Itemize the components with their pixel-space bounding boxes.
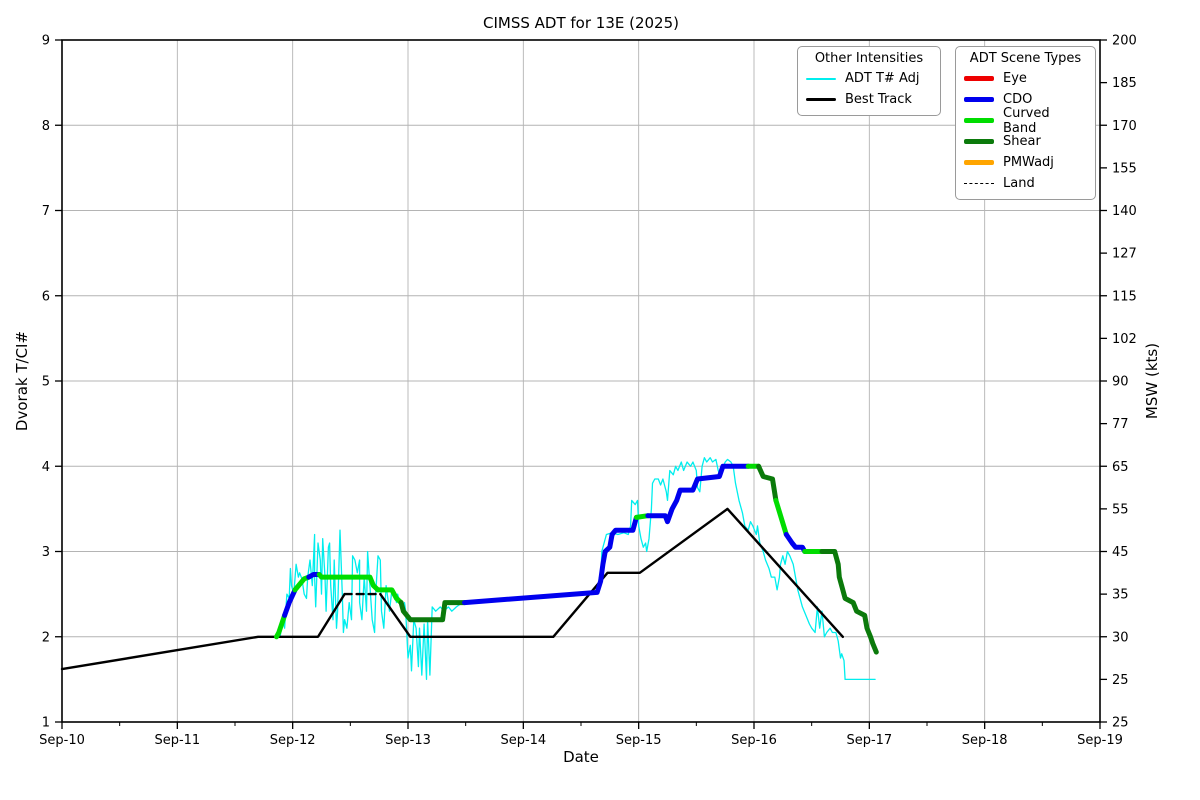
legend-item-cdo: CDO — [964, 89, 1087, 110]
x-tick-label: Sep-18 — [962, 733, 1008, 748]
legend-item-shear: Shear — [964, 131, 1087, 152]
series-adt-adj — [279, 457, 876, 681]
legend-line-swatch-icon — [964, 183, 994, 184]
series-ci-shear — [398, 600, 467, 623]
x-tick-label: Sep-11 — [154, 733, 200, 748]
y-tick-label-right: 55 — [1112, 502, 1129, 517]
legend-item-eye: Eye — [964, 68, 1087, 89]
y-tick-label-right: 127 — [1112, 247, 1137, 262]
legend-item-pmwadj: PMWadj — [964, 152, 1087, 173]
legend-item-label: Shear — [1003, 134, 1041, 149]
legend-line-swatch-icon — [806, 77, 836, 80]
y-tick-label-left: 7 — [42, 204, 50, 219]
legend-line-swatch-icon — [964, 118, 994, 123]
x-axis-label: Date — [563, 748, 599, 766]
series-ci-shear — [756, 463, 779, 503]
series-ci-curved_band — [773, 497, 789, 537]
x-tick-label: Sep-14 — [500, 733, 546, 748]
y-tick-label-right: 155 — [1112, 161, 1137, 176]
legend-line-swatch-icon — [964, 139, 994, 144]
legend-scene-types: ADT Scene Types Eye CDO Curved Band Shear PM… — [955, 46, 1096, 200]
legend-item-best-track: Best Track — [806, 89, 932, 110]
legend-line-swatch-icon — [806, 98, 836, 101]
y-tick-label-right: 77 — [1112, 417, 1129, 432]
x-tick-label: Sep-16 — [731, 733, 777, 748]
series-ci-cdo — [462, 514, 639, 606]
y-tick-label-left: 3 — [42, 545, 50, 560]
y-tick-label-right: 25 — [1112, 673, 1129, 688]
x-tick-label: Sep-13 — [385, 733, 431, 748]
legend-item-label: Best Track — [845, 92, 912, 107]
y-tick-label-left: 1 — [42, 716, 50, 731]
legend-line-swatch-icon — [964, 160, 994, 165]
chart-title: CIMSS ADT for 13E (2025) — [483, 14, 679, 32]
y-tick-label-right: 102 — [1112, 332, 1137, 347]
legend-item-land: Land — [964, 173, 1087, 194]
series-best-track — [60, 592, 346, 671]
x-tick-label: Sep-15 — [616, 733, 662, 748]
y-tick-label-right: 90 — [1112, 375, 1129, 390]
legend-item-label: ADT T# Adj — [845, 71, 920, 86]
y-tick-label-left: 2 — [42, 630, 50, 645]
legend-other-intensities: Other Intensities ADT T# Adj Best Track — [797, 46, 941, 116]
series-ci-cdo — [282, 587, 298, 618]
y-tick-label-left: 8 — [42, 119, 50, 134]
y-tick-label-right: 35 — [1112, 588, 1129, 603]
legend-item-curved-band: Curved Band — [964, 106, 1087, 136]
legend-line-swatch-icon — [964, 76, 994, 81]
legend-scene-title: ADT Scene Types — [969, 51, 1082, 66]
series-ci-curved_band — [316, 572, 404, 606]
y-tick-label-left: 6 — [42, 289, 50, 304]
legend-item-label: Land — [1003, 176, 1035, 191]
y-axis-label-left: Dvorak T/CI# — [13, 330, 31, 432]
series-ci-cdo — [783, 532, 808, 554]
y-axis-label-right: MSW (kts) — [1143, 342, 1161, 420]
y-tick-label-right: 30 — [1112, 630, 1129, 645]
y-tick-label-left: 9 — [42, 34, 50, 49]
y-tick-label-left: 5 — [42, 375, 50, 390]
legend-item-adt-t-adj: ADT T# Adj — [806, 68, 932, 89]
legend-other-title: Other Intensities — [814, 51, 924, 66]
legend-item-label: CDO — [1003, 92, 1033, 107]
series-ci-curved_band — [274, 612, 288, 640]
legend-item-label: Curved Band — [1003, 105, 1050, 136]
series-ci-shear — [819, 549, 879, 655]
y-tick-label-right: 140 — [1112, 204, 1137, 219]
y-tick-label-right: 45 — [1112, 545, 1129, 560]
x-tick-label: Sep-17 — [846, 733, 892, 748]
x-tick-label: Sep-19 — [1077, 733, 1123, 748]
series-best-track — [379, 507, 844, 638]
y-tick-label-right: 200 — [1112, 34, 1137, 49]
legend-item-label: Eye — [1003, 71, 1027, 86]
legend-line-swatch-icon — [964, 97, 994, 102]
legend-item-label: PMWadj — [1003, 155, 1054, 170]
y-tick-label-right: 65 — [1112, 460, 1129, 475]
y-tick-label-right: 115 — [1112, 289, 1137, 304]
y-tick-label-right: 25 — [1112, 716, 1129, 731]
series-ci-cdo — [645, 463, 751, 525]
y-tick-label-right: 170 — [1112, 119, 1137, 134]
x-tick-label: Sep-12 — [270, 733, 316, 748]
y-tick-label-right: 185 — [1112, 76, 1137, 91]
y-tick-label-left: 4 — [42, 460, 50, 475]
x-tick-label: Sep-10 — [39, 733, 85, 748]
